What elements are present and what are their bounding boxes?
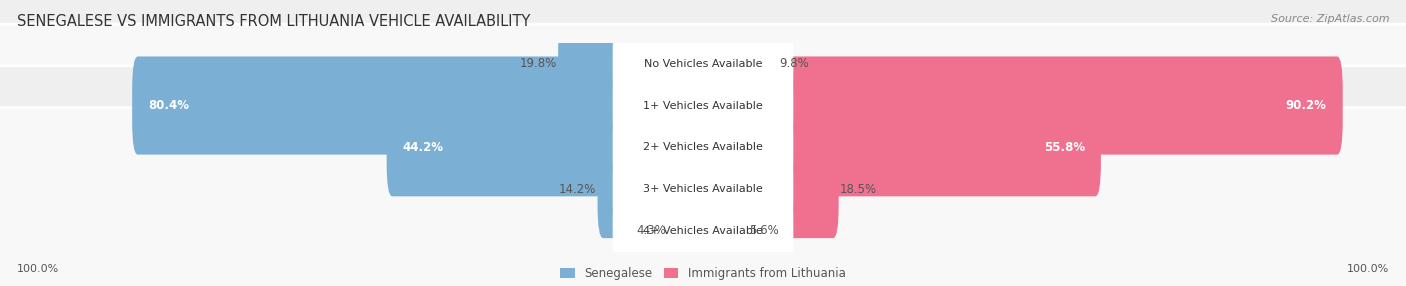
Text: SENEGALESE VS IMMIGRANTS FROM LITHUANIA VEHICLE AVAILABILITY: SENEGALESE VS IMMIGRANTS FROM LITHUANIA … — [17, 14, 530, 29]
FancyBboxPatch shape — [668, 182, 709, 280]
Legend: Senegalese, Immigrants from Lithuania: Senegalese, Immigrants from Lithuania — [561, 267, 845, 280]
FancyBboxPatch shape — [697, 140, 838, 238]
Text: 5.6%: 5.6% — [749, 224, 779, 237]
FancyBboxPatch shape — [0, 0, 1406, 229]
Text: 9.8%: 9.8% — [779, 57, 808, 70]
FancyBboxPatch shape — [132, 56, 709, 155]
FancyBboxPatch shape — [697, 98, 1101, 196]
FancyBboxPatch shape — [697, 15, 778, 113]
FancyBboxPatch shape — [613, 62, 793, 149]
FancyBboxPatch shape — [697, 56, 1343, 155]
FancyBboxPatch shape — [613, 187, 793, 275]
Text: 100.0%: 100.0% — [17, 264, 59, 274]
FancyBboxPatch shape — [613, 145, 793, 233]
FancyBboxPatch shape — [697, 182, 748, 280]
FancyBboxPatch shape — [0, 0, 1406, 187]
Text: 18.5%: 18.5% — [841, 182, 877, 196]
Text: 4+ Vehicles Available: 4+ Vehicles Available — [643, 226, 763, 236]
FancyBboxPatch shape — [558, 15, 709, 113]
FancyBboxPatch shape — [0, 108, 1406, 286]
FancyBboxPatch shape — [613, 104, 793, 191]
Text: 1+ Vehicles Available: 1+ Vehicles Available — [643, 101, 763, 110]
Text: 14.2%: 14.2% — [558, 182, 596, 196]
FancyBboxPatch shape — [387, 98, 709, 196]
FancyBboxPatch shape — [0, 24, 1406, 271]
Text: Source: ZipAtlas.com: Source: ZipAtlas.com — [1271, 14, 1389, 24]
Text: 44.2%: 44.2% — [402, 141, 444, 154]
Text: 100.0%: 100.0% — [1347, 264, 1389, 274]
Text: 55.8%: 55.8% — [1043, 141, 1085, 154]
Text: 4.3%: 4.3% — [636, 224, 666, 237]
Text: 3+ Vehicles Available: 3+ Vehicles Available — [643, 184, 763, 194]
Text: No Vehicles Available: No Vehicles Available — [644, 59, 762, 69]
FancyBboxPatch shape — [613, 20, 793, 108]
FancyBboxPatch shape — [598, 140, 709, 238]
Text: 19.8%: 19.8% — [520, 57, 557, 70]
Text: 2+ Vehicles Available: 2+ Vehicles Available — [643, 142, 763, 152]
FancyBboxPatch shape — [0, 66, 1406, 286]
Text: 90.2%: 90.2% — [1285, 99, 1327, 112]
Text: 80.4%: 80.4% — [148, 99, 190, 112]
